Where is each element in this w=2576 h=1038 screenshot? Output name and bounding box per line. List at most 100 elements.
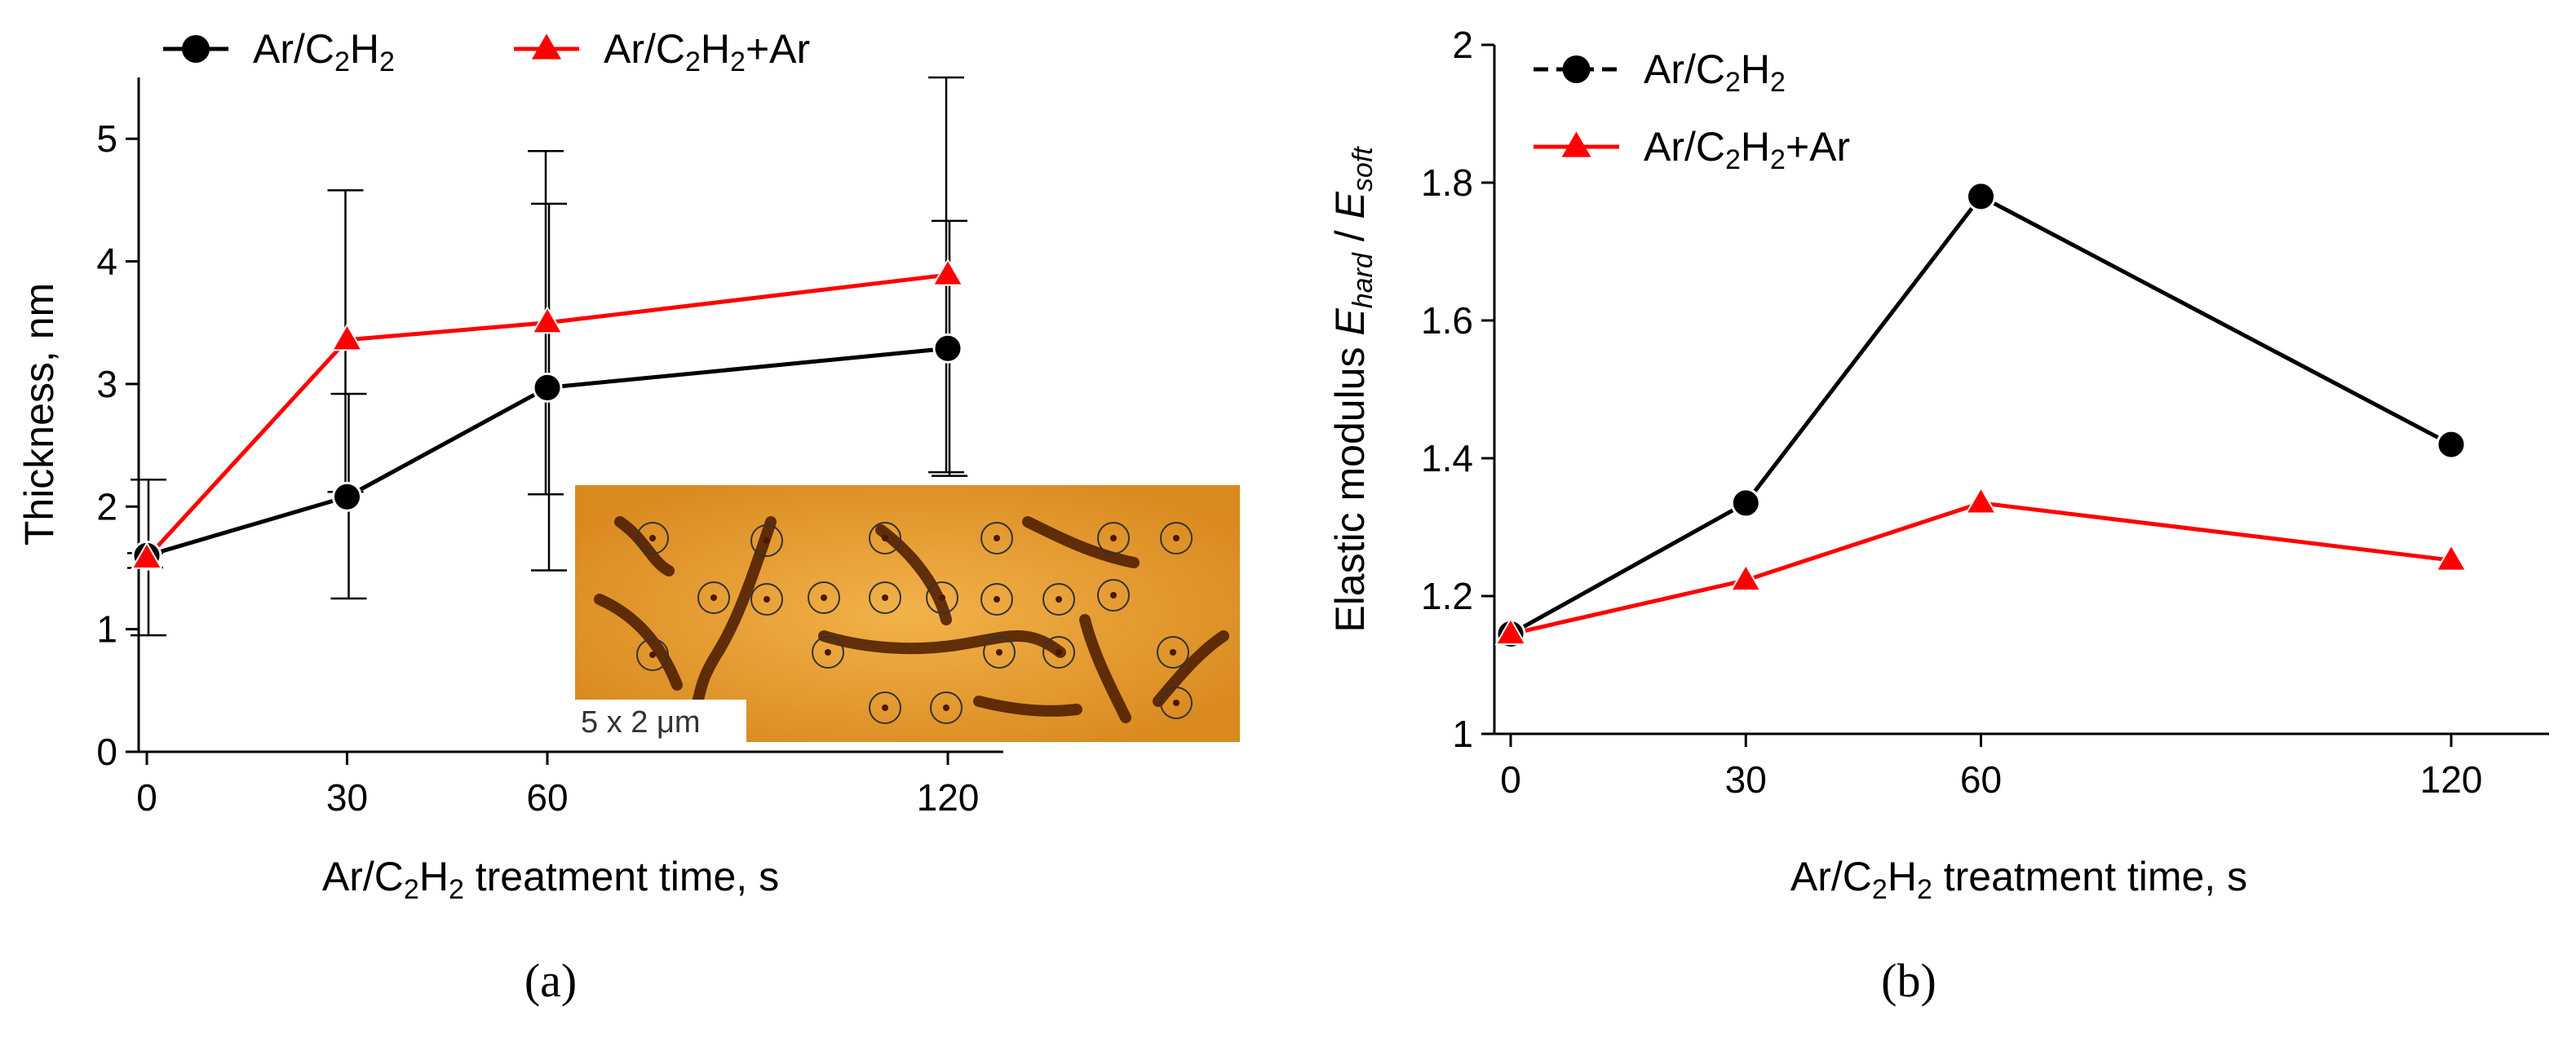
a-y-tick-label: 5 — [96, 117, 117, 160]
inset-marker-circle — [636, 638, 669, 671]
inset-marker-circle — [983, 636, 1016, 669]
inset-marker-circle — [636, 522, 669, 554]
a-y-tick-label: 1 — [96, 608, 117, 651]
inset-marker-circle — [1042, 636, 1075, 669]
b-point-ar-c2h2-ar — [1964, 486, 1998, 515]
inset-marker-circle — [869, 522, 901, 554]
b-point-ar-c2h2-ar — [1494, 616, 1527, 646]
a-point-ar-c2h2-ar — [131, 541, 163, 570]
a-y-tick-label: 4 — [96, 241, 117, 283]
b-x-tick-label: 30 — [1725, 758, 1767, 801]
a-point-ar-c2h2 — [332, 481, 362, 512]
a-x-tick-label: 60 — [526, 776, 568, 819]
inset-marker-dot — [1056, 649, 1062, 656]
chart-panel-a: 0 1 2 3 4 5 0 30 60 120 5 x 2 μm Ar/C2H2 — [16, 26, 1240, 1007]
b-legend: Ar/C2H2 Ar/C2H2+Ar — [1534, 46, 1850, 175]
b-point-ar-c2h2-ar — [1729, 563, 1762, 592]
inset-marker-circle — [812, 636, 844, 669]
a-series-line-ar-c2h2-ar — [145, 272, 949, 560]
b-point-ar-c2h2 — [2436, 429, 2467, 460]
inset-marker-circle — [808, 581, 840, 614]
b-y-tick-label: 1.4 — [1421, 437, 1473, 479]
a-y-tick-label: 0 — [96, 731, 117, 773]
a-x-axis-label: Ar/C2H2 treatment time, s — [322, 854, 779, 905]
inset-marker-dot — [1173, 700, 1180, 706]
inset-marker-circle — [1160, 522, 1193, 554]
a-point-ar-c2h2 — [932, 333, 963, 364]
b-point-ar-c2h2 — [1966, 181, 1996, 212]
b-x-tick-label: 0 — [1500, 758, 1521, 801]
inset-marker-circle — [1160, 687, 1193, 719]
a-legend-label: Ar/C2H2+Ar — [604, 26, 810, 77]
inset-marker-dot — [1170, 649, 1176, 656]
b-legend-marker-triangle — [1561, 131, 1591, 157]
a-x-tick-label: 30 — [326, 776, 368, 819]
chart-panel-b: 1 1.2 1.4 1.6 1.8 2 0 30 60 120 Ar/C2H2 Ar/C2H2+A… — [1327, 24, 2549, 1007]
b-y-tick-label: 1.6 — [1421, 299, 1473, 342]
inset-marker-dot — [939, 594, 945, 601]
b-series-line-ar-c2h2 — [1509, 194, 2453, 636]
inset-marker-circle — [869, 691, 901, 724]
a-legend: Ar/C2H2 Ar/C2H2+Ar — [163, 26, 810, 77]
inset-scale-label: 5 x 2 μm — [581, 705, 701, 740]
a-legend-marker-circle — [182, 35, 210, 63]
b-y-tick-label: 1.2 — [1421, 575, 1473, 617]
a-x-tick-label: 0 — [136, 776, 157, 819]
inset-marker-circle — [869, 581, 901, 614]
inset-marker-circle — [980, 522, 1013, 554]
inset-marker-dot — [994, 535, 1000, 541]
inset-marker-dot — [649, 652, 656, 658]
inset-marker-dot — [649, 535, 656, 541]
b-legend-marker-circle — [1562, 55, 1591, 83]
a-legend-label: Ar/C2H2 — [253, 26, 395, 77]
b-x-tick-label: 60 — [1960, 758, 2002, 801]
a-x-tick-label: 120 — [917, 776, 980, 819]
inset-marker-dot — [943, 705, 949, 711]
inset-marker-dot — [1110, 592, 1117, 599]
a-y-axis-label: Thickness, nm — [16, 283, 62, 546]
inset-marker-dot — [1173, 535, 1180, 541]
b-point-ar-c2h2-ar — [2435, 543, 2468, 572]
inset-marker-dot — [764, 596, 770, 603]
b-y-tick-label: 2 — [1452, 24, 1473, 66]
a-legend-marker-triangle — [532, 33, 561, 60]
a-point-ar-c2h2-ar — [932, 258, 964, 286]
a-y-tick-label: 2 — [96, 485, 117, 528]
inset-marker-circle — [1097, 579, 1130, 612]
inset-marker-dot — [1110, 535, 1117, 541]
b-x-axis-label: Ar/C2H2 treatment time, s — [1790, 854, 2247, 905]
b-series-line-ar-c2h2-ar — [1510, 501, 2452, 636]
inset-marker-dot — [825, 649, 831, 656]
inset-marker-circle — [1097, 522, 1130, 554]
b-legend-label: Ar/C2H2+Ar — [1644, 124, 1850, 175]
a-y-tick-label: 3 — [96, 363, 117, 405]
inset-marker-circle — [930, 691, 963, 724]
b-y-tick-label: 1 — [1452, 713, 1473, 755]
inset-marker-dot — [764, 537, 770, 544]
inset-marker-circle — [980, 583, 1013, 616]
inset-marker-circle — [697, 581, 730, 614]
inset-marker-dot — [821, 594, 827, 601]
inset-marker-circle — [926, 581, 958, 614]
inset-marker-dot — [994, 596, 1000, 603]
inset-marker-dot — [1056, 596, 1062, 603]
b-x-tick-label: 120 — [2420, 758, 2483, 801]
inset-marker-circle — [1157, 636, 1189, 669]
panel-label-b: (b) — [1881, 954, 1936, 1007]
panel-label-a: (a) — [524, 954, 577, 1007]
afm-inset-image: 5 x 2 μm — [575, 485, 1240, 742]
inset-marker-dot — [882, 594, 888, 601]
b-y-axis-label: Elastic modulus Ehard / Esoft — [1327, 146, 1379, 633]
b-legend-label: Ar/C2H2 — [1644, 46, 1786, 98]
b-point-ar-c2h2 — [1730, 488, 1761, 519]
inset-marker-dot — [710, 594, 717, 601]
inset-marker-dot — [996, 649, 1003, 656]
inset-scale-box — [575, 700, 746, 742]
inset-marker-circle — [750, 583, 783, 616]
a-point-ar-c2h2-ar — [330, 323, 364, 351]
b-y-tick-label: 1.8 — [1421, 161, 1473, 204]
a-series-line-ar-c2h2 — [146, 346, 949, 558]
inset-marker-dot — [882, 705, 888, 711]
a-point-ar-c2h2-ar — [531, 306, 564, 334]
